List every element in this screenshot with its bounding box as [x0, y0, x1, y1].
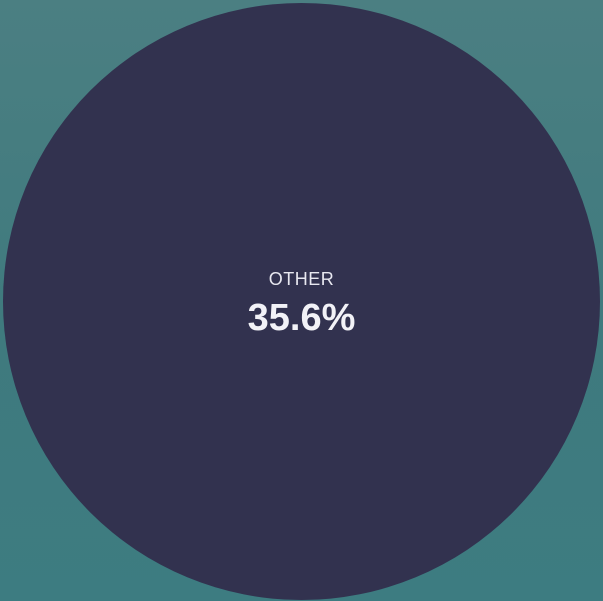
segment-percentage: 35.6%	[247, 297, 356, 339]
segment-label: OTHER	[268, 269, 335, 289]
segment-disc[interactable]	[3, 3, 600, 600]
